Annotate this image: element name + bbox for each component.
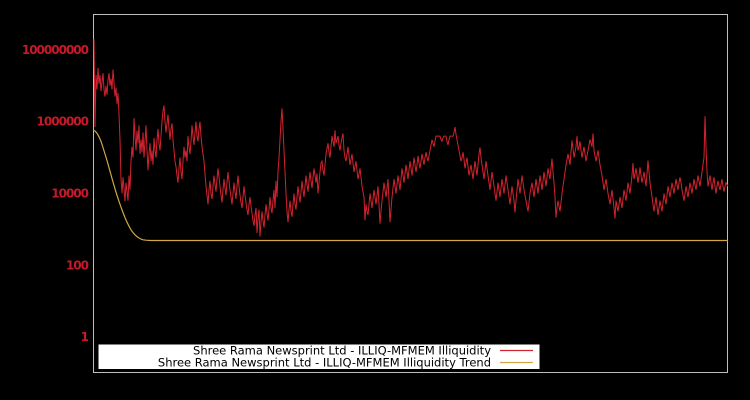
y-tick-label: 10000 xyxy=(51,187,88,201)
legend-box xyxy=(98,344,540,369)
y-tick-label: 100 xyxy=(66,258,89,272)
y-tick-label: 100000000 xyxy=(22,43,89,57)
legend-label-trend: Shree Rama Newsprint Ltd - ILLIQ-MFMEM I… xyxy=(158,356,491,370)
y-axis-tick-labels: 100000000 1000000 10000 100 1 xyxy=(22,43,90,344)
illiquidity-series-line xyxy=(93,39,729,237)
y-tick-label: 1000000 xyxy=(37,115,89,129)
legend-label-illiquidity: Shree Rama Newsprint Ltd - ILLIQ-MFMEM I… xyxy=(193,344,491,358)
plot-border xyxy=(93,14,728,373)
illiquidity-trend-line xyxy=(92,129,728,242)
y-tick-label: 1 xyxy=(81,330,89,344)
legend: Shree Rama Newsprint Ltd - ILLIQ-MFMEM I… xyxy=(98,344,540,370)
